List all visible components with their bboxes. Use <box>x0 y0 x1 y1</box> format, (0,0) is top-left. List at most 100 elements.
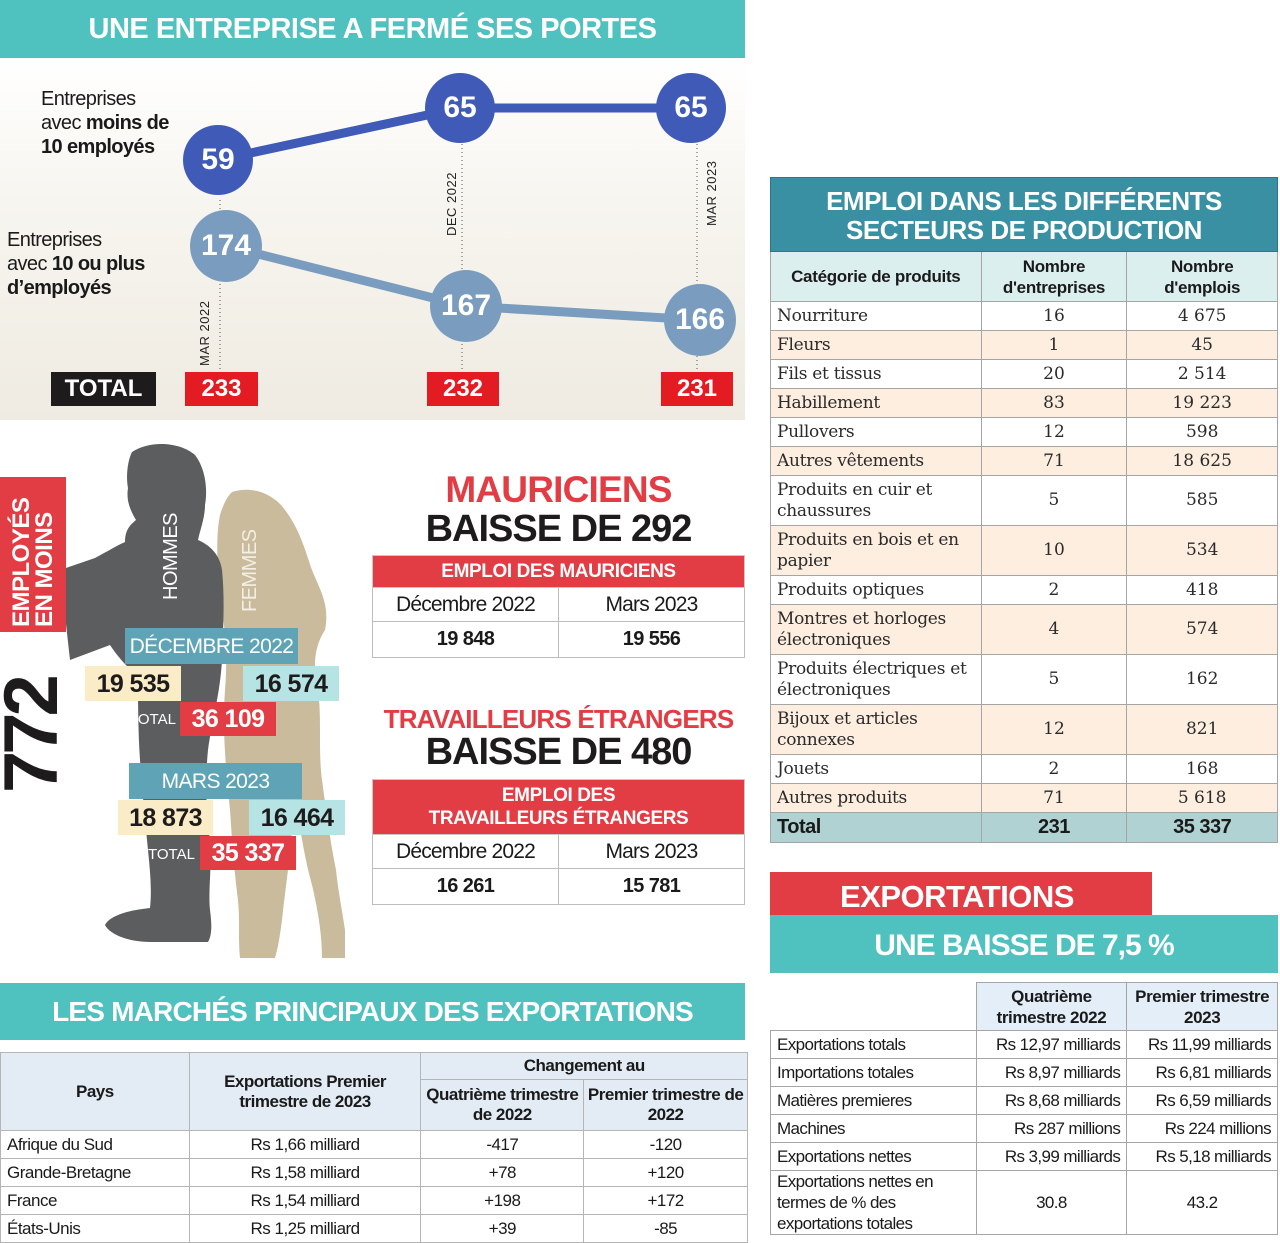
sector-category: Produits électriques et électroniques <box>770 654 982 705</box>
sector-companies: 12 <box>980 417 1128 447</box>
exports-subtitle-banner: UNE BAISSE DE 7,5 % <box>770 915 1278 973</box>
sector-jobs: 821 <box>1126 704 1278 755</box>
chart-title-banner: UNE ENTREPRISE A FERMÉ SES PORTES <box>0 0 745 58</box>
sector-companies: 83 <box>980 388 1128 418</box>
x-label-dec-2022: DEC 2022 <box>444 172 459 236</box>
legend-large-line1: Entreprises <box>7 229 102 251</box>
sector-category: Fleurs <box>770 330 982 360</box>
sector-companies: 10 <box>980 525 1128 576</box>
markets-header-q4-2022: Quatrième trimestre de 2022 <box>420 1079 585 1131</box>
markets-header-change-group: Changement au <box>420 1052 748 1080</box>
employees-decrease-number: 772 <box>0 678 74 793</box>
mauriciens-table-title: EMPLOI DES MAURICIENS <box>372 555 745 588</box>
exports-value-q4-2022: Rs 8,97 milliards <box>975 1058 1128 1087</box>
exports-row: Importations totales Rs 8,97 milliards R… <box>770 1058 1278 1087</box>
markets-title-banner: LES MARCHÉS PRINCIPAUX DES EXPORTATIONS <box>0 983 745 1040</box>
market-change-q4-2022: +39 <box>420 1214 585 1243</box>
sectors-title-line1: EMPLOI DANS LES DIFFÉRENTS <box>826 186 1222 216</box>
market-exports: Rs 1,54 milliard <box>188 1186 422 1215</box>
exports-row: Exportations nettes Rs 3,99 milliards Rs… <box>770 1142 1278 1171</box>
etrangers-period-mar-2023: Mars 2023 <box>558 834 745 869</box>
sectors-total-companies: 231 <box>980 812 1128 843</box>
market-change-q4-2022: +78 <box>420 1158 585 1187</box>
market-exports: Rs 1,58 milliard <box>188 1158 422 1187</box>
exports-row: Machines Rs 287 millions Rs 224 millions <box>770 1114 1278 1143</box>
sector-row: Fleurs 1 45 <box>770 330 1278 360</box>
men-label: HOMMES <box>160 513 182 600</box>
etrangers-decrease: BAISSE DE 480 <box>425 731 693 773</box>
data-point-large-mar-2023: 166 <box>664 284 736 356</box>
total-dec-2022: 232 <box>427 372 499 406</box>
market-change-q1-2022: +172 <box>583 1186 748 1215</box>
men-count-dec-2022: 19 535 <box>85 666 181 701</box>
sector-row: Bijoux et articles connexes 12 821 <box>770 704 1278 755</box>
market-country: Afrique du Sud <box>0 1130 190 1159</box>
markets-header-q1-2022: Premier trimestre de 2022 <box>583 1079 748 1131</box>
legend-small-line3: 10 employés <box>41 136 155 158</box>
data-point-large-dec-2022: 167 <box>430 270 502 342</box>
sector-companies: 4 <box>980 604 1128 655</box>
exports-value-q1-2023: Rs 11,99 milliards <box>1126 1030 1278 1059</box>
legend-small-line1: Entreprises <box>41 88 136 110</box>
exports-value-q1-2023: Rs 5,18 milliards <box>1126 1142 1278 1171</box>
total-mar-2023: 231 <box>661 372 733 406</box>
employees-caption-line1: EMPLOYÉS <box>8 497 35 627</box>
total-count-dec-2022: 36 109 <box>180 702 276 736</box>
sectors-header-companies: Nombre d'entreprises <box>980 251 1128 302</box>
sectors-title: EMPLOI DANS LES DIFFÉRENTS SECTEURS DE P… <box>770 177 1278 252</box>
mauriciens-value-mar-2023: 19 556 <box>558 621 745 658</box>
etrangers-headline: TRAVAILLEURS ÉTRANGERS <box>383 704 735 734</box>
sector-category: Produits en bois et en papier <box>770 525 982 576</box>
market-country: États-Unis <box>0 1214 190 1243</box>
sector-row: Produits électriques et électroniques 5 … <box>770 654 1278 705</box>
sector-companies: 1 <box>980 330 1128 360</box>
exports-value-q4-2022: 30.8 <box>975 1170 1128 1235</box>
market-change-q1-2022: -120 <box>583 1130 748 1159</box>
market-country: Grande-Bretagne <box>0 1158 190 1187</box>
sector-jobs: 168 <box>1126 754 1278 784</box>
sectors-total-label: Total <box>770 812 982 843</box>
sector-jobs: 534 <box>1126 525 1278 576</box>
sector-companies: 71 <box>980 446 1128 476</box>
sector-row: Pullovers 12 598 <box>770 417 1278 447</box>
employees-caption-line2: EN MOINS <box>31 512 58 627</box>
women-label: FEMMES <box>239 529 261 612</box>
market-change-q1-2022: +120 <box>583 1158 748 1187</box>
sectors-header-jobs-l2: d'emplois <box>1164 277 1241 297</box>
mauriciens-decrease: BAISSE DE 292 <box>425 508 693 550</box>
legend-large-companies: Entreprises avec 10 ou plus d’employés <box>7 228 145 300</box>
exports-row-label: Exportations nettes <box>770 1142 977 1171</box>
exports-header-blank <box>770 982 977 1031</box>
sectors-total-jobs: 35 337 <box>1126 812 1278 843</box>
total-label: TOTAL <box>51 372 156 406</box>
sector-row: Jouets 2 168 <box>770 754 1278 784</box>
markets-row: France Rs 1,54 milliard +198 +172 <box>0 1186 748 1215</box>
exports-row-label: Importations totales <box>770 1058 977 1087</box>
etrangers-table-title-line2: TRAVAILLEURS ÉTRANGERS <box>428 808 689 829</box>
sector-category: Autres produits <box>770 783 982 813</box>
sector-companies: 12 <box>980 704 1128 755</box>
sector-row: Produits en cuir et chaussures 5 585 <box>770 475 1278 526</box>
period-label-mar-2023: MARS 2023 <box>129 763 302 799</box>
sector-category: Montres et horloges électroniques <box>770 604 982 655</box>
exports-row-label: Matières premieres <box>770 1086 977 1115</box>
sectors-header-jobs-l1: Nombre <box>1170 256 1234 276</box>
sector-category: Fils et tissus <box>770 359 982 389</box>
employees-caption: EMPLOYÉS EN MOINS <box>8 497 58 627</box>
mauriciens-value-dec-2022: 19 848 <box>372 621 559 658</box>
etrangers-value-dec-2022: 16 261 <box>372 868 559 905</box>
sectors-total-row: Total 231 35 337 <box>770 812 1278 843</box>
sector-row: Produits optiques 2 418 <box>770 575 1278 605</box>
legend-large-line3: d’employés <box>7 277 112 299</box>
sectors-header-category: Catégorie de produits <box>770 251 982 302</box>
sector-companies: 20 <box>980 359 1128 389</box>
sector-jobs: 598 <box>1126 417 1278 447</box>
sector-companies: 2 <box>980 575 1128 605</box>
etrangers-period-dec-2022: Décembre 2022 <box>372 834 559 869</box>
exports-header-q4-2022: Quatrième trimestre 2022 <box>975 982 1128 1031</box>
sector-jobs: 5 618 <box>1126 783 1278 813</box>
sector-jobs: 2 514 <box>1126 359 1278 389</box>
sector-companies: 2 <box>980 754 1128 784</box>
sector-jobs: 162 <box>1126 654 1278 705</box>
period-label-dec-2022: DÉCEMBRE 2022 <box>125 628 298 664</box>
